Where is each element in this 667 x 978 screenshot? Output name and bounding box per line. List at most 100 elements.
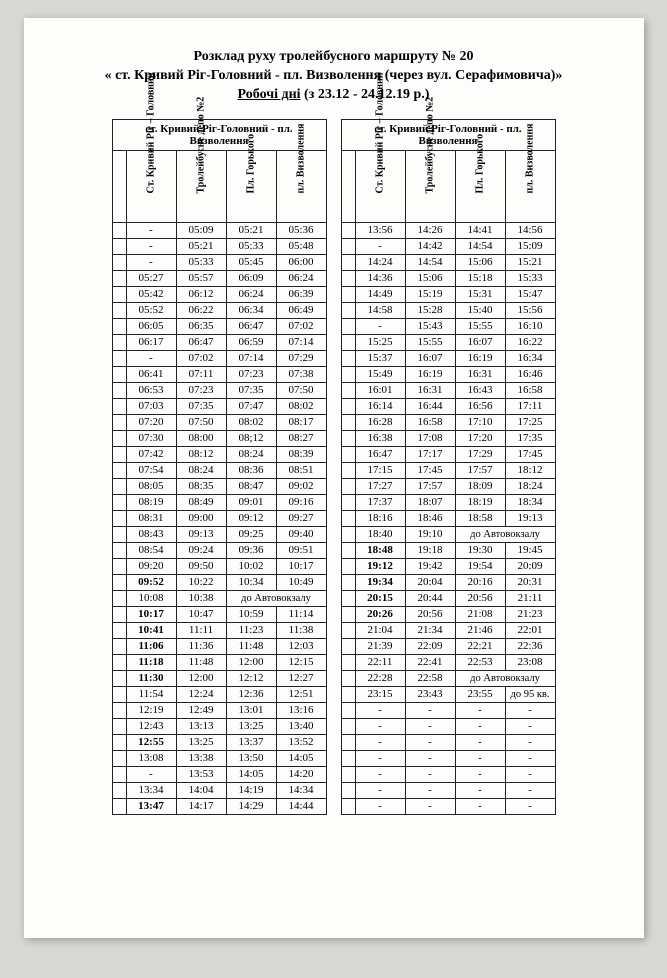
- table-row: -13:5314:0514:20: [112, 766, 326, 782]
- cell: 06:47: [226, 318, 276, 334]
- cell: -: [405, 782, 455, 798]
- cell: 17:11: [505, 398, 555, 414]
- cell: 12:43: [126, 718, 176, 734]
- row-spacer: [112, 750, 126, 766]
- cell: -: [505, 734, 555, 750]
- cell: 13:38: [176, 750, 226, 766]
- cell: 13:50: [226, 750, 276, 766]
- cell: 11:23: [226, 622, 276, 638]
- row-spacer: [341, 366, 355, 382]
- cell: -: [126, 766, 176, 782]
- cell: 11:30: [126, 670, 176, 686]
- cell: 19:13: [505, 510, 555, 526]
- cell: 08:02: [276, 398, 326, 414]
- table-row: 11:3012:0012:1212:27: [112, 670, 326, 686]
- cell: -: [355, 750, 405, 766]
- table-row: 06:1706:4706:5907:14: [112, 334, 326, 350]
- row-spacer: [112, 670, 126, 686]
- row-spacer: [112, 478, 126, 494]
- cell: -: [455, 766, 505, 782]
- cell: 14:44: [276, 798, 326, 814]
- cell: 20:04: [405, 574, 455, 590]
- cell: 08:49: [176, 494, 226, 510]
- cell: 12:51: [276, 686, 326, 702]
- cell: 13:47: [126, 798, 176, 814]
- cell: 06:00: [276, 254, 326, 270]
- cell: 08:35: [176, 478, 226, 494]
- cell: 08:24: [226, 446, 276, 462]
- table-row: 06:0506:3506:4707:02: [112, 318, 326, 334]
- cell-span: до Автовокзалу: [455, 670, 555, 686]
- row-spacer: [112, 446, 126, 462]
- table-row: -05:3305:4506:00: [112, 254, 326, 270]
- cell: 21:08: [455, 606, 505, 622]
- cell: 09:12: [226, 510, 276, 526]
- cell: 15:40: [455, 302, 505, 318]
- cell: 09:20: [126, 558, 176, 574]
- row-spacer: [112, 494, 126, 510]
- cell: -: [355, 718, 405, 734]
- cell: 11:38: [276, 622, 326, 638]
- table-row: 12:1912:4913:0113:16: [112, 702, 326, 718]
- cell: -: [505, 798, 555, 814]
- route-header: ст. Кривий Ріг-Головний - пл. Визволення: [341, 119, 555, 150]
- row-spacer: [341, 494, 355, 510]
- table-row: 12:5513:2513:3713:52: [112, 734, 326, 750]
- cell: 07:14: [276, 334, 326, 350]
- table-row: 19:1219:4219:5420:09: [341, 558, 555, 574]
- cell: 09:36: [226, 542, 276, 558]
- cell: 15:55: [405, 334, 455, 350]
- row-spacer: [341, 446, 355, 462]
- table-row: 18:1618:4618:5819:13: [341, 510, 555, 526]
- cell: 06:49: [276, 302, 326, 318]
- cell: 07:23: [226, 366, 276, 382]
- row-spacer: [341, 654, 355, 670]
- cell: 08:36: [226, 462, 276, 478]
- cell: 18:16: [355, 510, 405, 526]
- cell: 10:38: [176, 590, 226, 606]
- table-row: 08:5409:2409:3609:51: [112, 542, 326, 558]
- row-spacer: [112, 526, 126, 542]
- cell: 06:35: [176, 318, 226, 334]
- table-row: 16:3817:0817:2017:35: [341, 430, 555, 446]
- cell: 08:51: [276, 462, 326, 478]
- cell: 07:20: [126, 414, 176, 430]
- cell: 13:56: [355, 222, 405, 238]
- cell: 16:31: [455, 366, 505, 382]
- table-row: -07:0207:1407:29: [112, 350, 326, 366]
- cell: -: [455, 718, 505, 734]
- col-header-2: Тролейбусне депо №2: [176, 150, 226, 222]
- table-row: 09:5210:2210:3410:49: [112, 574, 326, 590]
- cell: 08:19: [126, 494, 176, 510]
- cell: 17:35: [505, 430, 555, 446]
- cell: -: [126, 254, 176, 270]
- cell: 07:54: [126, 462, 176, 478]
- schedule-table-right: ст. Кривий Ріг-Головний - пл. Визволення…: [341, 119, 556, 815]
- cell: 14:29: [226, 798, 276, 814]
- cell: 15:21: [505, 254, 555, 270]
- cell: 08:05: [126, 478, 176, 494]
- cell: 10:41: [126, 622, 176, 638]
- cell: -: [505, 702, 555, 718]
- cell: -: [455, 702, 505, 718]
- cell: 13:01: [226, 702, 276, 718]
- cell: 19:54: [455, 558, 505, 574]
- cell: -: [505, 750, 555, 766]
- cell: 16:31: [405, 382, 455, 398]
- cell: 09:16: [276, 494, 326, 510]
- cell: -: [505, 718, 555, 734]
- cell: 22:01: [505, 622, 555, 638]
- cell: 13:08: [126, 750, 176, 766]
- table-row: 14:3615:0615:1815:33: [341, 270, 555, 286]
- table-row: 08:0508:3508:4709:02: [112, 478, 326, 494]
- cell: 17:57: [455, 462, 505, 478]
- cell: 15:28: [405, 302, 455, 318]
- table-row: 05:4206:1206:2406:39: [112, 286, 326, 302]
- table-row: 20:2620:5621:0821:23: [341, 606, 555, 622]
- row-spacer: [112, 270, 126, 286]
- cell: 23:15: [355, 686, 405, 702]
- cell: 13:40: [276, 718, 326, 734]
- cell: 13:13: [176, 718, 226, 734]
- cell-span: до Автовокзалу: [455, 526, 555, 542]
- row-spacer: [341, 318, 355, 334]
